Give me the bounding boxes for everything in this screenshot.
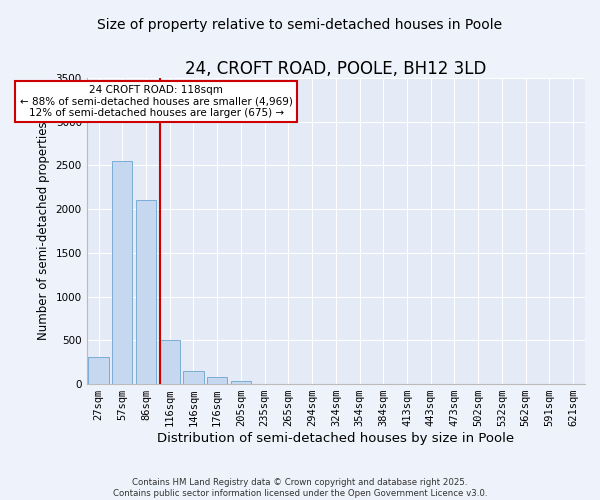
Bar <box>184 371 203 384</box>
X-axis label: Distribution of semi-detached houses by size in Poole: Distribution of semi-detached houses by … <box>157 432 514 445</box>
Bar <box>112 161 133 384</box>
Text: 24 CROFT ROAD: 118sqm
← 88% of semi-detached houses are smaller (4,969)
12% of s: 24 CROFT ROAD: 118sqm ← 88% of semi-deta… <box>20 85 293 118</box>
Text: Contains HM Land Registry data © Crown copyright and database right 2025.
Contai: Contains HM Land Registry data © Crown c… <box>113 478 487 498</box>
Bar <box>88 357 109 384</box>
Bar <box>207 377 227 384</box>
Bar <box>231 382 251 384</box>
Title: 24, CROFT ROAD, POOLE, BH12 3LD: 24, CROFT ROAD, POOLE, BH12 3LD <box>185 60 487 78</box>
Bar <box>136 200 156 384</box>
Bar <box>160 340 180 384</box>
Text: Size of property relative to semi-detached houses in Poole: Size of property relative to semi-detach… <box>97 18 503 32</box>
Y-axis label: Number of semi-detached properties: Number of semi-detached properties <box>37 122 50 340</box>
